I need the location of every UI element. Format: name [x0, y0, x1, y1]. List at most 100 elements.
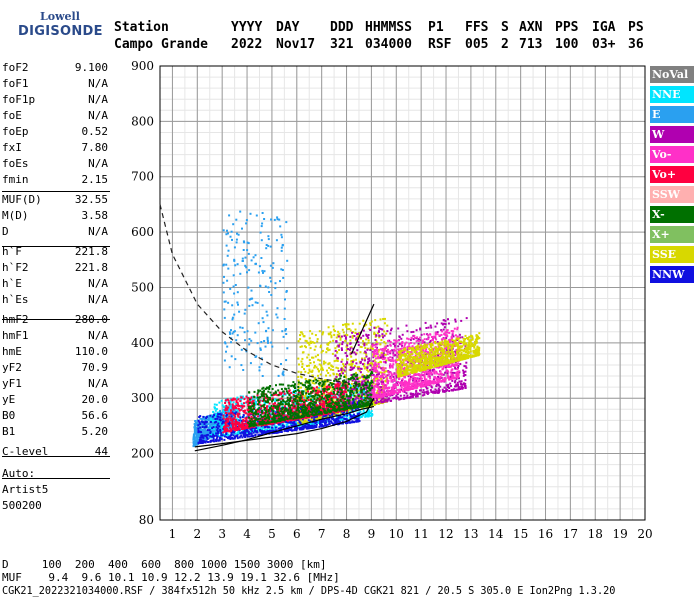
echo-point — [373, 333, 376, 336]
echo-point — [233, 258, 236, 261]
echo-point — [365, 405, 368, 408]
echo-point — [318, 330, 321, 333]
echo-point — [390, 380, 393, 383]
divider — [2, 456, 110, 457]
echo-point — [294, 392, 297, 395]
echo-point — [435, 389, 438, 392]
echo-point — [281, 422, 284, 425]
echo-point — [415, 382, 418, 385]
echo-point — [405, 341, 408, 344]
echo-point — [233, 313, 236, 316]
echo-point — [455, 388, 458, 391]
echo-point — [213, 403, 216, 406]
echo-point — [375, 375, 378, 378]
echo-point — [377, 355, 380, 358]
echo-point — [398, 377, 401, 380]
echo-point — [376, 385, 379, 388]
echo-point — [322, 386, 325, 389]
echo-point — [451, 335, 453, 338]
echo-point — [367, 358, 370, 361]
echo-point — [193, 426, 196, 429]
echo-point — [395, 374, 398, 377]
echo-point — [400, 386, 403, 389]
echo-point — [331, 391, 334, 394]
echo-point — [406, 382, 409, 385]
echo-point — [300, 386, 302, 389]
echo-point — [271, 345, 274, 348]
echo-point — [317, 374, 319, 377]
echo-point — [353, 409, 356, 412]
echo-point — [319, 346, 322, 349]
echo-point — [411, 363, 414, 366]
echo-point — [389, 393, 392, 396]
echo-point — [403, 397, 406, 400]
param-row: h`F 221.8 — [2, 244, 108, 260]
echo-point — [364, 415, 367, 418]
echo-point — [255, 355, 258, 358]
echo-point — [429, 377, 432, 380]
echo-point — [342, 323, 344, 326]
echo-point — [447, 322, 450, 325]
echo-point — [409, 362, 412, 365]
echo-point — [406, 349, 409, 351]
echo-point — [426, 384, 428, 387]
param-value: 5.20 — [81, 425, 109, 438]
echo-point — [384, 345, 387, 348]
echo-point — [260, 428, 263, 431]
echo-point — [221, 404, 224, 407]
echo-point — [320, 344, 322, 347]
echo-point — [403, 390, 406, 393]
echo-point — [436, 377, 439, 380]
echo-point — [371, 347, 374, 350]
echo-point — [206, 430, 209, 433]
echo-point — [320, 402, 323, 405]
echo-point — [207, 423, 210, 426]
echo-point — [351, 386, 354, 389]
echo-point — [418, 392, 421, 395]
echo-point — [391, 366, 394, 369]
echo-point — [397, 345, 400, 348]
echo-point — [436, 322, 439, 325]
param-row: yF1 N/A — [2, 376, 108, 392]
echo-point — [372, 350, 375, 353]
echo-point — [372, 351, 375, 354]
echo-point — [359, 395, 362, 398]
echo-point — [245, 348, 248, 351]
echo-point — [440, 333, 443, 336]
echo-point — [423, 393, 426, 396]
echo-point — [344, 376, 347, 379]
echo-point — [297, 422, 300, 425]
echo-point — [413, 336, 416, 339]
echo-point — [311, 332, 314, 335]
echo-point — [313, 341, 316, 344]
echo-point — [416, 394, 419, 397]
echo-point — [229, 235, 232, 238]
echo-point — [386, 330, 389, 333]
echo-point — [241, 326, 244, 329]
echo-point — [351, 336, 354, 339]
echo-point — [427, 326, 430, 329]
echo-point — [429, 368, 432, 371]
param-value: 2.15 — [81, 173, 109, 186]
echo-point — [394, 396, 397, 399]
param-row: h`Es N/A — [2, 292, 108, 308]
echo-point — [306, 365, 309, 367]
echo-point — [379, 348, 382, 351]
echo-point — [442, 390, 444, 393]
echo-point — [351, 331, 354, 334]
echo-point — [440, 380, 443, 383]
echo-point — [229, 414, 232, 417]
echo-point — [458, 333, 461, 336]
echo-point — [372, 379, 375, 382]
echo-point — [194, 429, 197, 432]
echo-point — [393, 373, 396, 376]
echo-point — [367, 370, 370, 373]
echo-point — [344, 410, 347, 413]
echo-point — [421, 381, 424, 383]
echo-point — [406, 352, 409, 355]
param-row: MUF(D) 32.55 — [2, 192, 108, 208]
echo-point — [304, 378, 307, 380]
echo-point — [379, 396, 382, 398]
echo-point — [391, 378, 394, 381]
echo-point — [406, 346, 409, 349]
